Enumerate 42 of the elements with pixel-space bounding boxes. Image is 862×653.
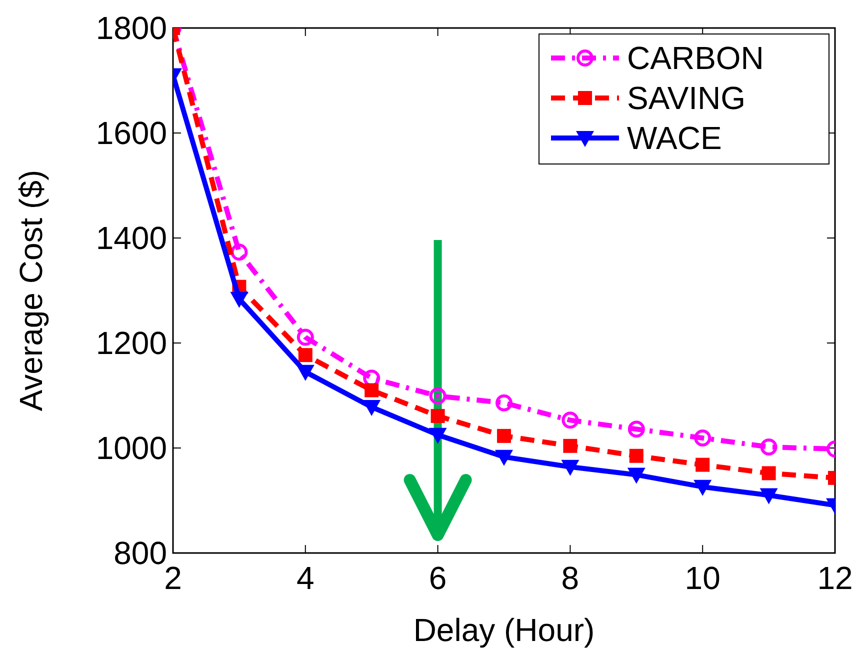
point	[496, 394, 512, 412]
point	[629, 448, 644, 463]
point	[563, 438, 578, 453]
x-tick-label: 12	[817, 560, 853, 596]
point	[296, 364, 314, 381]
point	[430, 408, 445, 423]
point	[694, 480, 712, 496]
point	[428, 428, 447, 444]
point	[364, 383, 379, 398]
x-tick-label: 2	[164, 560, 182, 596]
point	[429, 388, 446, 405]
point	[562, 412, 579, 429]
legend-label: CARBON	[627, 40, 764, 76]
point	[561, 460, 580, 476]
point	[762, 466, 776, 480]
legend-label: WACE	[627, 120, 722, 156]
y-tick-label: 800	[114, 535, 167, 572]
y-tick-label: 1200	[96, 325, 167, 362]
point	[760, 488, 778, 504]
x-tick-label: 10	[684, 560, 720, 596]
x-tick-label: 6	[428, 560, 447, 596]
point	[694, 430, 712, 447]
point	[298, 348, 312, 362]
x-axis-title: Delay (Hour)	[413, 612, 595, 648]
x-tick-label: 8	[561, 560, 580, 596]
point	[230, 244, 248, 261]
point	[628, 420, 645, 438]
point	[497, 428, 511, 443]
y-tick-label: 1000	[96, 430, 167, 466]
y-tick-label: 1800	[96, 10, 167, 46]
point	[696, 458, 710, 472]
point	[495, 450, 513, 466]
point	[760, 438, 778, 456]
point	[296, 328, 314, 346]
y-tick-label: 1400	[96, 220, 167, 256]
point	[230, 292, 248, 308]
y-tick-label: 1600	[96, 115, 167, 152]
point	[362, 400, 381, 416]
y-axis-title: Average Cost ($)	[13, 170, 49, 412]
x-tick-label: 4	[296, 560, 314, 596]
legend-label: SAVING	[627, 80, 746, 116]
point	[627, 468, 646, 484]
